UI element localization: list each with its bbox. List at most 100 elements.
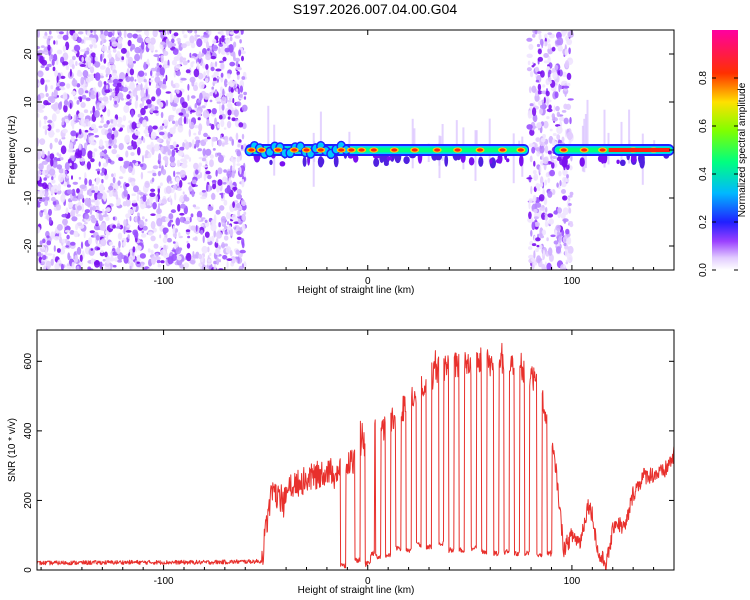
noise-speckle	[189, 260, 196, 264]
noise-speckle	[60, 194, 66, 203]
noise-speckle	[569, 253, 572, 256]
noise-speckle	[219, 37, 222, 45]
noise-speckle	[173, 170, 176, 177]
noise-speckle	[185, 229, 191, 232]
peak-core	[348, 148, 355, 152]
noise-speckle	[141, 216, 145, 220]
noise-speckle	[71, 261, 75, 269]
noise-speckle	[132, 33, 139, 39]
noise-speckle	[130, 181, 136, 187]
noise-speckle	[231, 117, 236, 122]
noise-speckle	[49, 96, 56, 104]
noise-speckle	[227, 221, 229, 226]
noise-speckle	[204, 138, 208, 142]
noise-speckle	[191, 139, 195, 148]
noise-speckle	[83, 109, 89, 114]
noise-speckle	[537, 83, 542, 91]
noise-speckle	[139, 103, 143, 108]
noise-speckle	[63, 99, 69, 107]
noise-speckle	[112, 48, 117, 53]
noise-speckle	[196, 217, 202, 221]
noise-speckle	[555, 246, 562, 254]
band-blob	[353, 154, 359, 163]
noise-speckle	[160, 41, 166, 45]
noise-speckle	[188, 106, 192, 112]
noise-speckle	[229, 136, 233, 142]
noise-speckle	[241, 104, 248, 112]
noise-speckle	[103, 149, 108, 155]
noise-speckle	[561, 71, 567, 78]
noise-speckle	[134, 79, 137, 82]
colorbar-tick-label: 0.8	[698, 71, 709, 85]
noise-speckle	[236, 74, 240, 80]
noise-speckle	[207, 48, 210, 51]
noise-speckle	[543, 249, 545, 257]
noise-speckle	[138, 219, 145, 229]
noise-speckle	[122, 201, 127, 207]
band-blob	[269, 159, 273, 165]
noise-speckle	[197, 148, 202, 152]
noise-speckle	[179, 264, 185, 269]
noise-speckle	[157, 56, 160, 62]
noise-speckle	[72, 32, 78, 41]
x-tick-label: 0	[365, 576, 371, 587]
noise-speckle	[159, 125, 164, 130]
noise-speckle	[123, 219, 127, 227]
noise-speckle	[223, 127, 227, 130]
noise-speckle	[146, 103, 152, 108]
noise-speckle	[50, 186, 55, 195]
noise-speckle	[141, 204, 147, 208]
noise-speckle	[533, 173, 539, 181]
noise-speckle	[87, 121, 91, 127]
noise-speckle	[65, 64, 70, 71]
noise-speckle	[541, 152, 544, 161]
noise-speckle	[238, 265, 244, 270]
noise-speckle	[190, 213, 194, 218]
noise-speckle	[201, 245, 208, 254]
noise-speckle	[554, 91, 559, 99]
noise-speckle	[176, 37, 181, 42]
noise-speckle	[157, 170, 161, 177]
streak	[413, 128, 416, 157]
noise-speckle	[150, 221, 156, 230]
noise-speckle	[197, 99, 202, 103]
noise-speckle	[127, 208, 134, 215]
noise-speckle	[549, 169, 555, 177]
noise-speckle	[60, 263, 64, 270]
noise-speckle	[66, 83, 71, 89]
noise-speckle	[217, 124, 221, 129]
noise-speckle	[158, 101, 164, 108]
noise-speckle	[84, 50, 90, 55]
noise-speckle	[58, 173, 64, 183]
noise-speckle	[138, 70, 145, 77]
noise-speckle	[144, 84, 147, 91]
colorbar-tick-label: 0.0	[698, 263, 709, 277]
noise-speckle	[530, 229, 533, 237]
band-blob	[561, 158, 568, 168]
y-tick-label: -10	[23, 190, 34, 205]
noise-speckle	[222, 254, 228, 260]
noise-speckle	[537, 48, 542, 55]
noise-speckle	[535, 183, 540, 189]
noise-speckle	[214, 248, 221, 256]
noise-speckle	[71, 197, 78, 202]
noise-speckle	[146, 144, 152, 150]
noise-speckle	[174, 192, 177, 201]
noise-speckle	[112, 176, 116, 184]
noise-speckle	[90, 110, 93, 114]
noise-speckle	[181, 163, 188, 169]
noise-speckle	[151, 177, 155, 183]
noise-speckle	[556, 156, 562, 162]
noise-speckle	[118, 142, 124, 151]
noise-speckle	[213, 77, 217, 82]
noise-speckle	[551, 113, 555, 119]
noise-speckle	[239, 167, 242, 175]
noise-speckle	[212, 148, 216, 151]
noise-speckle	[93, 30, 97, 35]
noise-speckle	[189, 52, 192, 58]
noise-speckle	[192, 204, 197, 208]
noise-speckle	[93, 44, 98, 49]
noise-speckle	[129, 265, 132, 270]
noise-speckle	[137, 75, 143, 84]
noise-speckle	[219, 60, 224, 64]
